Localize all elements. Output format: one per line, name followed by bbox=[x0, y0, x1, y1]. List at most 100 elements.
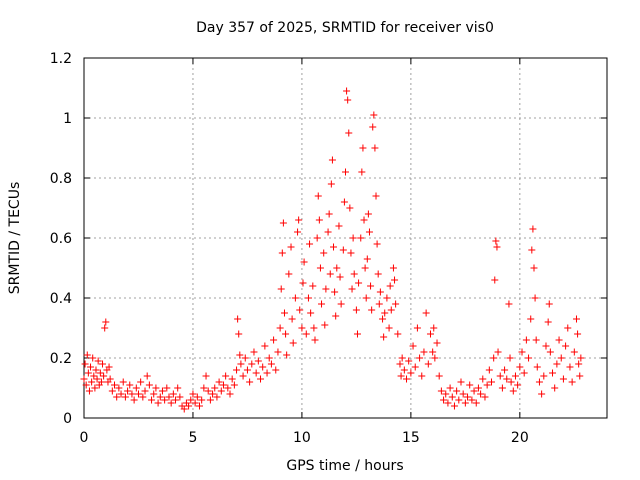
data-point bbox=[259, 363, 267, 371]
data-point bbox=[340, 198, 348, 206]
data-point bbox=[339, 246, 347, 254]
y-tick-label: 1.2 bbox=[50, 51, 72, 67]
data-point bbox=[494, 348, 502, 356]
data-point bbox=[84, 369, 92, 377]
data-point bbox=[257, 375, 265, 383]
data-point bbox=[455, 396, 463, 404]
data-point bbox=[91, 384, 99, 392]
data-point bbox=[503, 375, 511, 383]
data-point bbox=[187, 396, 195, 404]
data-point bbox=[485, 366, 493, 374]
data-point bbox=[501, 366, 509, 374]
data-point bbox=[546, 348, 554, 356]
data-point bbox=[283, 351, 291, 359]
data-point bbox=[195, 402, 203, 410]
data-point bbox=[158, 387, 166, 395]
data-point bbox=[413, 324, 421, 332]
data-point bbox=[392, 300, 400, 308]
x-tick-label: 0 bbox=[80, 430, 89, 446]
data-points bbox=[80, 87, 585, 413]
data-point bbox=[130, 396, 138, 404]
data-point bbox=[379, 315, 387, 323]
data-point bbox=[141, 387, 149, 395]
data-point bbox=[525, 354, 533, 362]
data-point bbox=[83, 351, 91, 359]
data-point bbox=[509, 387, 517, 395]
data-point bbox=[81, 360, 89, 368]
data-point bbox=[370, 111, 378, 119]
data-point bbox=[572, 315, 580, 323]
data-point bbox=[490, 354, 498, 362]
data-point bbox=[559, 375, 567, 383]
data-point bbox=[261, 342, 269, 350]
data-point bbox=[371, 144, 379, 152]
x-tick-labels: 0 5 10 15 20 bbox=[80, 430, 529, 446]
data-point bbox=[128, 390, 136, 398]
data-point bbox=[94, 357, 102, 365]
data-point bbox=[163, 384, 171, 392]
y-tick-label: 0.6 bbox=[50, 231, 72, 247]
data-point bbox=[198, 396, 206, 404]
data-point bbox=[121, 393, 129, 401]
data-point bbox=[387, 306, 395, 314]
data-point bbox=[505, 300, 513, 308]
grid bbox=[84, 58, 607, 418]
data-point bbox=[346, 204, 354, 212]
data-point bbox=[285, 270, 293, 278]
data-point bbox=[568, 378, 576, 386]
data-point bbox=[468, 396, 476, 404]
data-point bbox=[239, 372, 247, 380]
data-point bbox=[442, 390, 450, 398]
data-point bbox=[287, 243, 295, 251]
data-point bbox=[535, 378, 543, 386]
data-point bbox=[252, 369, 260, 377]
data-point bbox=[143, 372, 151, 380]
data-point bbox=[111, 381, 119, 389]
data-point bbox=[289, 339, 297, 347]
y-tick-label: 0.8 bbox=[50, 171, 72, 187]
data-point bbox=[333, 264, 341, 272]
data-point bbox=[137, 378, 145, 386]
data-point bbox=[409, 342, 417, 350]
data-point bbox=[520, 369, 528, 377]
data-point bbox=[472, 399, 480, 407]
data-point bbox=[307, 309, 315, 317]
data-point bbox=[309, 282, 317, 290]
data-point bbox=[527, 315, 535, 323]
data-point bbox=[444, 399, 452, 407]
data-point bbox=[263, 369, 271, 377]
data-point bbox=[422, 309, 430, 317]
data-point bbox=[278, 249, 286, 257]
data-point bbox=[248, 360, 256, 368]
data-point bbox=[344, 96, 352, 104]
data-point bbox=[380, 333, 388, 341]
data-point bbox=[209, 390, 217, 398]
data-point bbox=[437, 387, 445, 395]
data-point bbox=[562, 342, 570, 350]
data-point bbox=[272, 366, 280, 374]
data-point bbox=[360, 216, 368, 224]
data-point bbox=[420, 348, 428, 356]
data-point bbox=[403, 375, 411, 383]
data-point bbox=[189, 390, 197, 398]
data-point bbox=[156, 393, 164, 401]
y-tick-labels: 0 0.2 0.4 0.6 0.8 1 1.2 bbox=[50, 51, 72, 427]
data-point bbox=[397, 372, 405, 380]
data-point bbox=[167, 399, 175, 407]
data-point bbox=[318, 300, 326, 308]
data-point bbox=[236, 351, 244, 359]
data-point bbox=[440, 396, 448, 404]
data-point bbox=[200, 384, 208, 392]
data-point bbox=[331, 288, 339, 296]
data-point bbox=[132, 384, 140, 392]
data-point bbox=[429, 348, 437, 356]
data-point bbox=[564, 324, 572, 332]
data-point bbox=[99, 360, 107, 368]
data-point bbox=[313, 234, 321, 242]
x-axis-label: GPS time / hours bbox=[286, 458, 403, 474]
data-point bbox=[117, 390, 125, 398]
data-point bbox=[426, 330, 434, 338]
data-point bbox=[411, 363, 419, 371]
data-point bbox=[400, 366, 408, 374]
data-point bbox=[234, 315, 242, 323]
